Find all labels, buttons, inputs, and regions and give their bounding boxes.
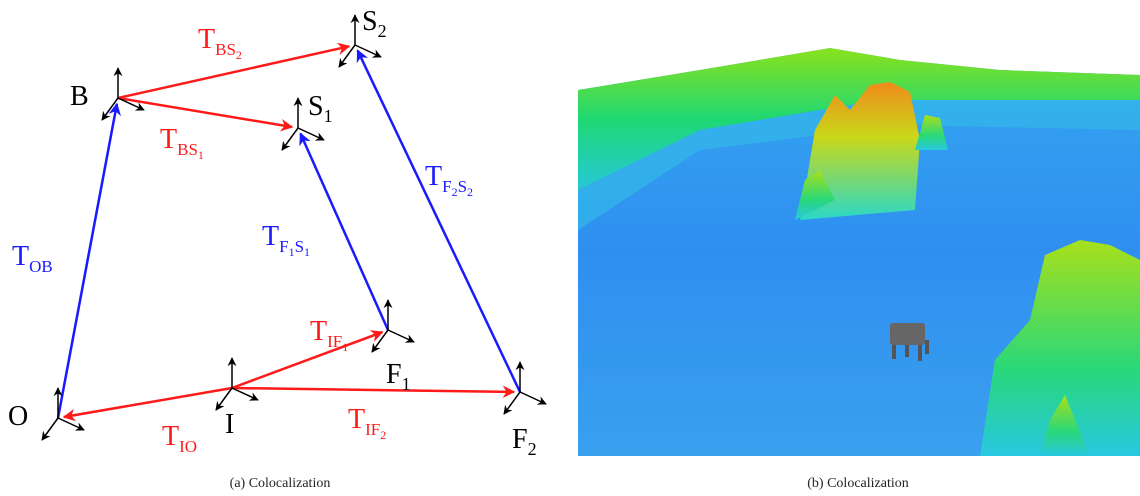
frame-label: B (70, 81, 89, 112)
frame-label: F2 (512, 424, 537, 459)
transform-label: TF1S1 (262, 221, 310, 259)
frame-label: O (8, 401, 28, 432)
subsubscript: 1 (304, 245, 310, 259)
symbol: T (198, 24, 215, 55)
frame-axis (42, 418, 58, 440)
name: O (8, 401, 28, 432)
transform-label: TIF1 (310, 316, 348, 354)
subscript: 1 (324, 106, 333, 126)
symbol: T (348, 404, 365, 435)
caption: (b) Colocalization (807, 476, 908, 491)
subsubscript: 1 (342, 340, 348, 354)
frame-axis (58, 418, 84, 430)
terrain-image (578, 40, 1140, 460)
subscript: 1 (402, 374, 411, 394)
transform-arrow (64, 388, 232, 417)
frame-axis (504, 392, 520, 414)
symbol: T (262, 221, 279, 252)
transform-arrow (58, 104, 117, 418)
transform-arrow (300, 133, 388, 330)
figure: TOBTBS1TBS2TF1S1TF2S2TIF1TIF2TIOOBS1S2IF… (0, 0, 1140, 496)
name: B (70, 81, 89, 112)
transform-arrow (118, 98, 292, 127)
transform-label: TF2S2 (425, 161, 473, 199)
transform-label: TBS1 (160, 124, 204, 162)
frame-axis (282, 128, 298, 150)
symbol: T (162, 421, 179, 452)
subscript: IF (327, 332, 342, 351)
subscript: S (458, 177, 467, 196)
subscript: IF (365, 420, 380, 439)
transform-arrow (358, 50, 520, 392)
transform-label: TOB (12, 241, 53, 276)
symbol: T (12, 241, 29, 272)
subsubscript: 1 (198, 148, 204, 162)
subsubscript: 2 (467, 185, 473, 199)
subscript: BS (215, 40, 236, 59)
transform-label: TIF2 (348, 404, 386, 442)
frame-label: S2 (362, 6, 387, 41)
subscript: F (279, 237, 288, 256)
symbol: T (425, 161, 442, 192)
subscript: 2 (378, 21, 387, 41)
caption: (a) Colocalization (230, 476, 331, 491)
subscript: IO (179, 437, 197, 456)
frame-axis (520, 392, 546, 404)
subsubscript: 2 (380, 428, 386, 442)
symbol: T (160, 124, 177, 155)
symbol: T (310, 316, 327, 347)
transform-arrow (232, 332, 382, 388)
transform-arrow (232, 388, 514, 392)
transform-label: TIO (162, 421, 197, 456)
subsubscript: 2 (236, 48, 242, 62)
name: I (225, 409, 234, 440)
subscript: BS (177, 140, 198, 159)
frame-label: I (225, 409, 234, 440)
name: S (362, 6, 378, 37)
frame-label: S1 (308, 91, 333, 126)
frame-axis (232, 388, 258, 400)
subscript: F (442, 177, 451, 196)
name: F (386, 359, 402, 390)
subscript: 2 (528, 439, 537, 459)
frame-label: F1 (386, 359, 411, 394)
frame-axis (388, 330, 414, 342)
transform-label: TBS2 (198, 24, 242, 62)
name: F (512, 424, 528, 455)
name: S (308, 91, 324, 122)
subscript: S (295, 237, 304, 256)
subscript: OB (29, 257, 53, 276)
